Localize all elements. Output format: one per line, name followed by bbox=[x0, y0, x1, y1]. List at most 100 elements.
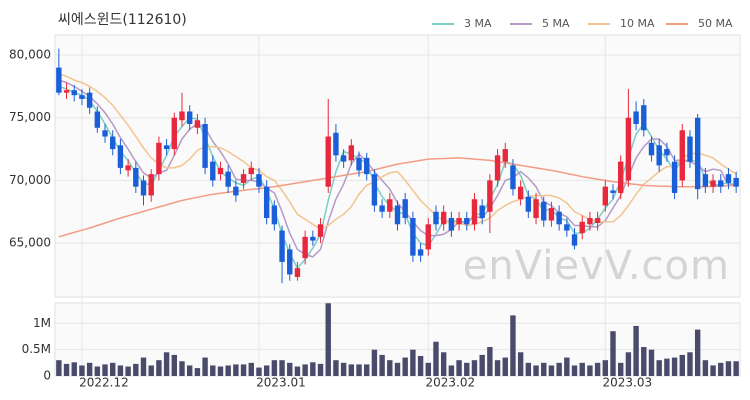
volume-bar bbox=[718, 362, 724, 376]
volume-bar bbox=[56, 360, 62, 376]
volume-bar bbox=[494, 360, 501, 376]
volume-bar bbox=[156, 360, 162, 376]
volume-bar bbox=[325, 303, 331, 376]
y-tick-label: 1M bbox=[33, 316, 51, 330]
candle-body bbox=[610, 190, 616, 193]
candle-body bbox=[533, 199, 539, 219]
candle-body bbox=[233, 186, 239, 196]
y-tick-label: 0.5M bbox=[22, 342, 51, 356]
x-tick-label: 2023.03 bbox=[602, 376, 652, 390]
candle-body bbox=[602, 186, 609, 206]
candle-body bbox=[487, 180, 493, 212]
candle-body bbox=[225, 171, 231, 187]
volume-bar bbox=[541, 362, 547, 376]
volume-bar bbox=[440, 352, 447, 376]
candle-body bbox=[571, 234, 578, 246]
volume-bar bbox=[448, 365, 455, 376]
volume-bar bbox=[433, 341, 439, 376]
candle-body bbox=[333, 132, 339, 156]
candle-body bbox=[433, 211, 439, 225]
volume-bar bbox=[633, 325, 639, 376]
candle-body bbox=[633, 111, 639, 125]
volume-bar bbox=[294, 366, 301, 376]
candle-body bbox=[325, 136, 331, 187]
legend-label: 5 MA bbox=[542, 17, 570, 30]
volume-bar bbox=[163, 352, 170, 376]
volume-bar bbox=[725, 361, 732, 376]
volume-bar bbox=[602, 360, 609, 376]
candle-body bbox=[625, 117, 632, 181]
candle-body bbox=[210, 161, 216, 181]
candle-body bbox=[356, 157, 362, 171]
volume-bar bbox=[656, 360, 662, 376]
candle-body bbox=[710, 180, 716, 187]
candle-body bbox=[110, 136, 116, 150]
candle-body bbox=[702, 174, 709, 187]
volume-bar bbox=[525, 362, 532, 376]
volume-bar bbox=[256, 367, 262, 376]
candle-body bbox=[694, 117, 701, 190]
volume-bar bbox=[625, 352, 632, 376]
candle-body bbox=[448, 218, 455, 231]
volume-bar bbox=[548, 365, 555, 376]
volume-bar bbox=[594, 362, 601, 376]
legend-label: 10 MA bbox=[620, 17, 655, 30]
volume-bar bbox=[479, 354, 485, 376]
volume-bar bbox=[186, 365, 193, 376]
candle-body bbox=[140, 180, 147, 196]
candle-body bbox=[133, 167, 139, 187]
volume-bar bbox=[587, 365, 593, 376]
volume-bar bbox=[564, 357, 570, 376]
candle-body bbox=[364, 157, 370, 175]
candle-body bbox=[348, 145, 355, 161]
volume-bar bbox=[371, 349, 378, 376]
y-tick-label: 75,000 bbox=[9, 110, 51, 124]
volume-bar bbox=[117, 365, 124, 376]
y-tick-label: 0 bbox=[43, 369, 51, 383]
candle-body bbox=[718, 180, 724, 187]
candle-body bbox=[494, 155, 501, 181]
volume-bar bbox=[71, 362, 77, 376]
volume-bar bbox=[487, 347, 493, 376]
candle-body bbox=[687, 136, 693, 162]
candle-body bbox=[71, 90, 77, 96]
candle-body bbox=[263, 186, 270, 219]
candle-body bbox=[248, 167, 254, 175]
candle-body bbox=[379, 205, 385, 212]
volume-bar bbox=[233, 364, 239, 376]
y-tick-label: 70,000 bbox=[9, 173, 51, 187]
candle-body bbox=[587, 218, 593, 225]
candle-body bbox=[618, 161, 624, 193]
volume-bar bbox=[464, 362, 470, 376]
volume-bar bbox=[110, 362, 116, 376]
candle-body bbox=[340, 155, 347, 162]
candle-body bbox=[302, 236, 308, 259]
candle-body bbox=[156, 142, 162, 175]
volume-bar bbox=[417, 355, 424, 376]
volume-bar bbox=[664, 358, 670, 376]
candle-body bbox=[725, 174, 732, 183]
candle-body bbox=[217, 167, 224, 175]
candle-body bbox=[94, 111, 101, 128]
volume-bar bbox=[340, 362, 347, 376]
volume-bar bbox=[348, 364, 355, 376]
volume-bar bbox=[733, 361, 739, 376]
volume-bar bbox=[510, 315, 516, 376]
candle-body bbox=[564, 224, 570, 231]
candle-body bbox=[440, 211, 447, 225]
volume-bar bbox=[179, 361, 185, 376]
candle-body bbox=[79, 95, 85, 99]
volume-bar bbox=[702, 360, 709, 376]
volume-bar bbox=[679, 354, 685, 376]
volume-bar bbox=[502, 357, 508, 376]
candle-body bbox=[194, 120, 201, 128]
candle-body bbox=[671, 161, 678, 193]
volume-bar bbox=[248, 362, 254, 376]
volume-bar bbox=[533, 365, 539, 376]
candle-body bbox=[456, 218, 462, 225]
volume-bar bbox=[579, 362, 585, 376]
volume-bar bbox=[387, 360, 393, 376]
volume-bar bbox=[333, 360, 339, 376]
volume-bar bbox=[648, 349, 655, 376]
candle-body bbox=[63, 90, 70, 93]
